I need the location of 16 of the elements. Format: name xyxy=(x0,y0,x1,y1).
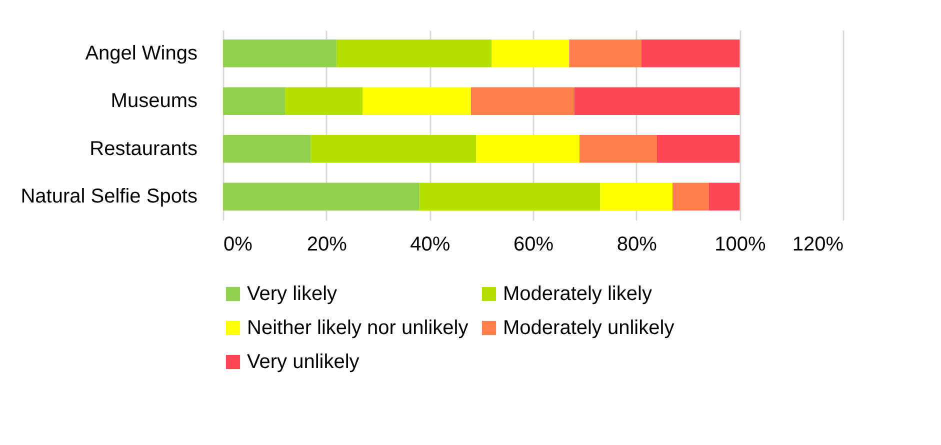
y-tick-label: Museums xyxy=(110,90,198,112)
x-tick-label: 60% xyxy=(513,234,554,256)
y-tick-label: Natural Selfie Spots xyxy=(20,186,198,208)
legend-label: Neither likely nor unlikely xyxy=(247,317,468,339)
y-tick-label: Angel Wings xyxy=(85,42,198,64)
x-tick-label: 80% xyxy=(616,234,658,256)
x-tick-label: 20% xyxy=(306,234,348,256)
x-tick-label: 0% xyxy=(224,234,253,256)
x-tick-label: 120% xyxy=(792,234,844,256)
legend-label: Very unlikely xyxy=(247,351,360,373)
legend-label: Very likely xyxy=(247,283,338,305)
x-tick-label: 100% xyxy=(714,234,766,256)
y-tick-label: Restaurants xyxy=(90,138,198,160)
x-tick-label: 40% xyxy=(410,234,450,256)
legend-label: Moderately unlikely xyxy=(503,317,674,339)
legend-label: Moderately likely xyxy=(503,283,652,305)
